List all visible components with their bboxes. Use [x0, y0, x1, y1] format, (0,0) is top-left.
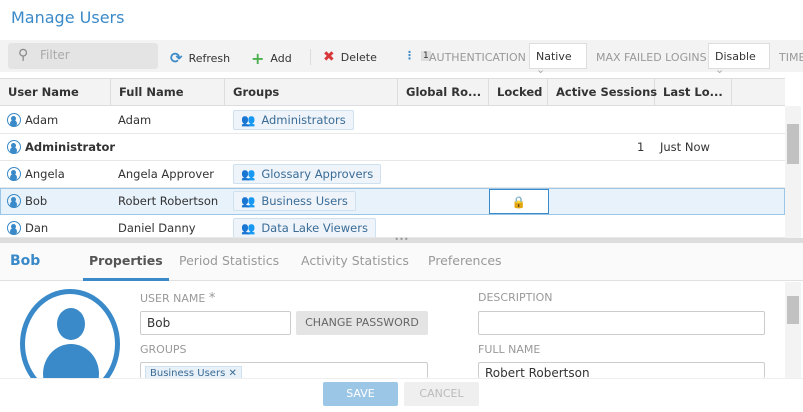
splitter-handle[interactable]: ••• [0, 236, 803, 244]
time-label: TIME [779, 51, 803, 64]
add-button[interactable]: + Add [251, 49, 292, 68]
max-failed-label: MAX FAILED LOGINS [596, 51, 707, 64]
group-icon: 👥 [241, 194, 256, 208]
chevron-down-icon: ⌄ [536, 63, 546, 76]
divider [310, 49, 311, 65]
description-input[interactable] [478, 311, 765, 335]
table-row-selected[interactable]: Bob Robert Robertson 👥 Business Users 🔒 [0, 188, 785, 215]
footer: SAVE CANCEL [0, 378, 803, 412]
detail-tabs: Bob Properties Period Statistics Activit… [0, 243, 803, 281]
more-options-button[interactable]: ⋮ 1 [404, 49, 431, 62]
page-title: Manage Users [11, 8, 125, 27]
group-tag: 👥 Data Lake Viewers [233, 218, 376, 237]
col-groups[interactable]: Groups [225, 79, 398, 106]
tab-activity-statistics[interactable]: Activity Statistics [301, 253, 409, 268]
form-scrollbar[interactable] [785, 282, 801, 378]
col-locked[interactable]: Locked [489, 79, 548, 106]
toolbar: ⚲ Filter ⟳ Refresh + Add ✖ Delete ⋮ 1 AUTHENT… [0, 40, 803, 76]
table-row[interactable]: Angela Angela Approver 👥 Glossary Approve… [0, 161, 785, 188]
col-active-sessions[interactable]: Active Sessions [548, 79, 657, 106]
tab-properties[interactable]: Properties [83, 253, 169, 281]
col-full-name[interactable]: Full Name [111, 79, 225, 106]
tab-period-statistics[interactable]: Period Statistics [179, 253, 280, 268]
group-tag: 👥 Administrators [233, 110, 354, 130]
save-button[interactable]: SAVE [323, 382, 398, 406]
groups-label: GROUPS [140, 343, 187, 356]
user-icon [7, 140, 21, 154]
search-icon: ⚲ [18, 47, 29, 63]
user-icon [7, 113, 21, 127]
badge: 1 [421, 50, 431, 61]
full-name-label: FULL NAME [478, 343, 541, 356]
col-global-roles[interactable]: Global Ro... [398, 79, 489, 106]
lock-icon: 🔒 [511, 195, 527, 209]
col-user-name[interactable]: User Name [0, 79, 111, 106]
group-icon: 👥 [241, 167, 256, 181]
table-scrollbar[interactable] [785, 106, 801, 238]
filter-input[interactable]: ⚲ Filter [8, 43, 158, 69]
table-header: User Name Full Name Groups Global Ro... … [0, 78, 785, 106]
auth-select[interactable]: Native ⌄ [529, 43, 587, 76]
table-row[interactable]: Administrator 1 Just Now [0, 134, 785, 161]
groups-input[interactable]: Business Users ✕ [140, 362, 428, 378]
auth-label: AUTHENTICATION [429, 51, 526, 64]
remove-icon[interactable]: ✕ [228, 368, 237, 378]
chevron-down-icon: ⌄ [715, 63, 725, 76]
col-last-login[interactable]: Last Lo... [655, 79, 732, 106]
group-tag: Business Users ✕ [145, 366, 242, 378]
vertical-dots-icon: ⋮ [404, 49, 415, 62]
user-name-label: USER NAME * [140, 291, 216, 306]
group-icon: 👥 [241, 221, 256, 235]
cancel-button[interactable]: CANCEL [404, 382, 479, 406]
max-failed-select[interactable]: Disable ⌄ [708, 43, 770, 76]
full-name-input[interactable]: Robert Robertson [478, 362, 765, 378]
detail-user-name: Bob [10, 253, 41, 269]
locked-cell[interactable]: 🔒 [489, 189, 549, 214]
refresh-button[interactable]: ⟳ Refresh [170, 49, 231, 67]
refresh-icon: ⟳ [170, 49, 183, 67]
user-icon [7, 194, 21, 208]
group-tag: 👥 Business Users [233, 191, 356, 211]
tab-preferences[interactable]: Preferences [428, 253, 502, 268]
user-icon [7, 167, 21, 181]
group-tag: 👥 Glossary Approvers [233, 164, 382, 184]
description-label: DESCRIPTION [478, 291, 553, 304]
delete-button[interactable]: ✖ Delete [323, 49, 377, 65]
table-row[interactable]: Adam Adam 👥 Administrators [0, 107, 785, 134]
user-name-input[interactable]: Bob [140, 311, 291, 335]
change-password-button[interactable]: CHANGE PASSWORD [296, 311, 428, 335]
plus-icon: + [251, 49, 265, 68]
group-icon: 👥 [241, 113, 256, 127]
user-icon [7, 221, 21, 235]
delete-icon: ✖ [323, 49, 335, 65]
table-row[interactable]: Dan Daniel Danny 👥 Data Lake Viewers [0, 215, 785, 238]
